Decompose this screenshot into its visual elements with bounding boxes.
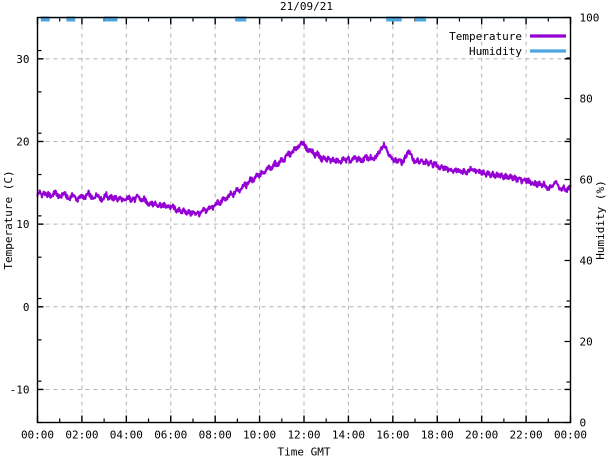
x-tick-label: 00:00 <box>21 429 54 442</box>
right-tick-label: 40 <box>580 255 593 268</box>
x-tick-label: 18:00 <box>421 429 454 442</box>
x-tick-label: 20:00 <box>465 429 498 442</box>
right-tick-label: 100 <box>580 12 600 25</box>
left-tick-label: 30 <box>16 53 29 66</box>
x-tick-label: 12:00 <box>287 429 320 442</box>
left-axis-title: Temperature (C) <box>2 170 15 269</box>
left-tick-label: 10 <box>16 218 29 231</box>
legend-label-temperature[interactable]: Temperature <box>449 30 522 43</box>
right-tick-label: 0 <box>580 417 587 430</box>
left-tick-label: 20 <box>16 135 29 148</box>
minor-ticks <box>37 17 571 424</box>
axis-tick-labels: -10 0 10 20 30 0 20 40 60 80 100 00:00 02:00 04:00 06:… <box>10 12 600 442</box>
x-tick-label: 04:00 <box>110 429 143 442</box>
x-tick-label: 10:00 <box>243 429 276 442</box>
x-tick-label: 02:00 <box>65 429 98 442</box>
x-tick-label: 00:00 <box>554 429 587 442</box>
right-axis-title: Humidity (%) <box>594 180 607 259</box>
x-tick-label: 14:00 <box>332 429 365 442</box>
x-tick-label: 06:00 <box>154 429 187 442</box>
left-tick-label: 0 <box>23 301 30 314</box>
x-tick-label: 08:00 <box>199 429 232 442</box>
right-tick-label: 60 <box>580 174 593 187</box>
right-tick-label: 80 <box>580 93 593 106</box>
right-tick-label: 20 <box>580 336 593 349</box>
plot-frame <box>36 16 572 424</box>
gridlines <box>37 17 571 423</box>
chart-legend[interactable]: Temperature Humidity <box>449 30 566 58</box>
x-tick-label: 16:00 <box>376 429 409 442</box>
chart-title: 21/09/21 <box>280 0 333 13</box>
temperature-trace <box>36 140 572 218</box>
x-tick-label: 22:00 <box>510 429 543 442</box>
bottom-axis-title: Time GMT <box>278 446 331 459</box>
legend-label-humidity[interactable]: Humidity <box>469 45 522 58</box>
left-tick-label: -10 <box>10 383 30 396</box>
